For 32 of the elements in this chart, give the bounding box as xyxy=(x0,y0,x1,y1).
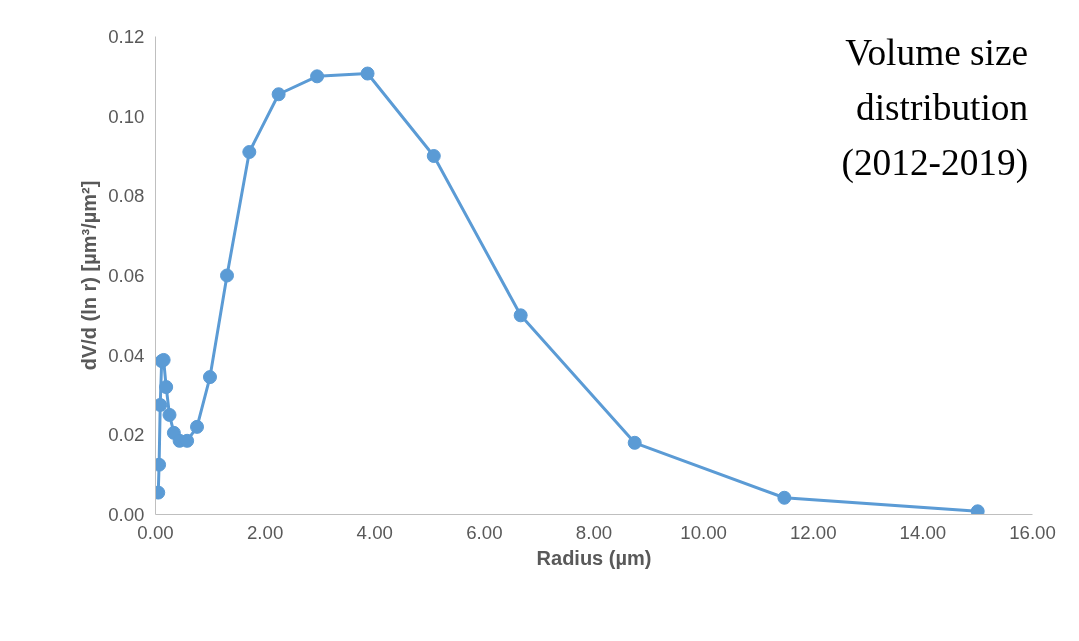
y-axis-title: dV/d (ln r) [µm³/µm²] xyxy=(78,180,101,371)
point xyxy=(190,419,205,434)
x-tick-label: 2.00 xyxy=(246,521,284,543)
x-tick-label: 8.00 xyxy=(575,521,613,543)
x-tick-label: 16.00 xyxy=(1009,521,1056,543)
y-tick-label: 0.10 xyxy=(108,105,145,127)
point xyxy=(242,145,257,159)
point xyxy=(360,66,375,81)
x-tick-label: 6.00 xyxy=(466,521,503,543)
point xyxy=(202,370,217,385)
point xyxy=(310,69,325,84)
y-tick-label: 0.08 xyxy=(108,185,145,207)
y-tick-label: 0.02 xyxy=(108,424,145,446)
point xyxy=(627,435,642,450)
point xyxy=(426,149,441,163)
point xyxy=(162,407,177,422)
point xyxy=(970,504,985,515)
y-tick-label: 0.12 xyxy=(108,26,145,47)
x-tick-label: 10.00 xyxy=(680,521,727,543)
x-axis-title: Radius (µm) xyxy=(536,546,652,569)
x-tick-label: 14.00 xyxy=(899,521,947,543)
y-tick-label: 0.04 xyxy=(108,344,145,366)
point xyxy=(220,268,234,283)
x-tick-label: 12.00 xyxy=(789,521,837,543)
point xyxy=(155,397,168,412)
x-tick-label: 4.00 xyxy=(356,521,393,543)
y-tick-label: 0.06 xyxy=(108,265,145,286)
point xyxy=(159,380,174,395)
point xyxy=(777,490,792,505)
point xyxy=(513,308,528,323)
point xyxy=(271,87,286,102)
text: Volume size distribution (2012-2019) xyxy=(841,31,1029,184)
